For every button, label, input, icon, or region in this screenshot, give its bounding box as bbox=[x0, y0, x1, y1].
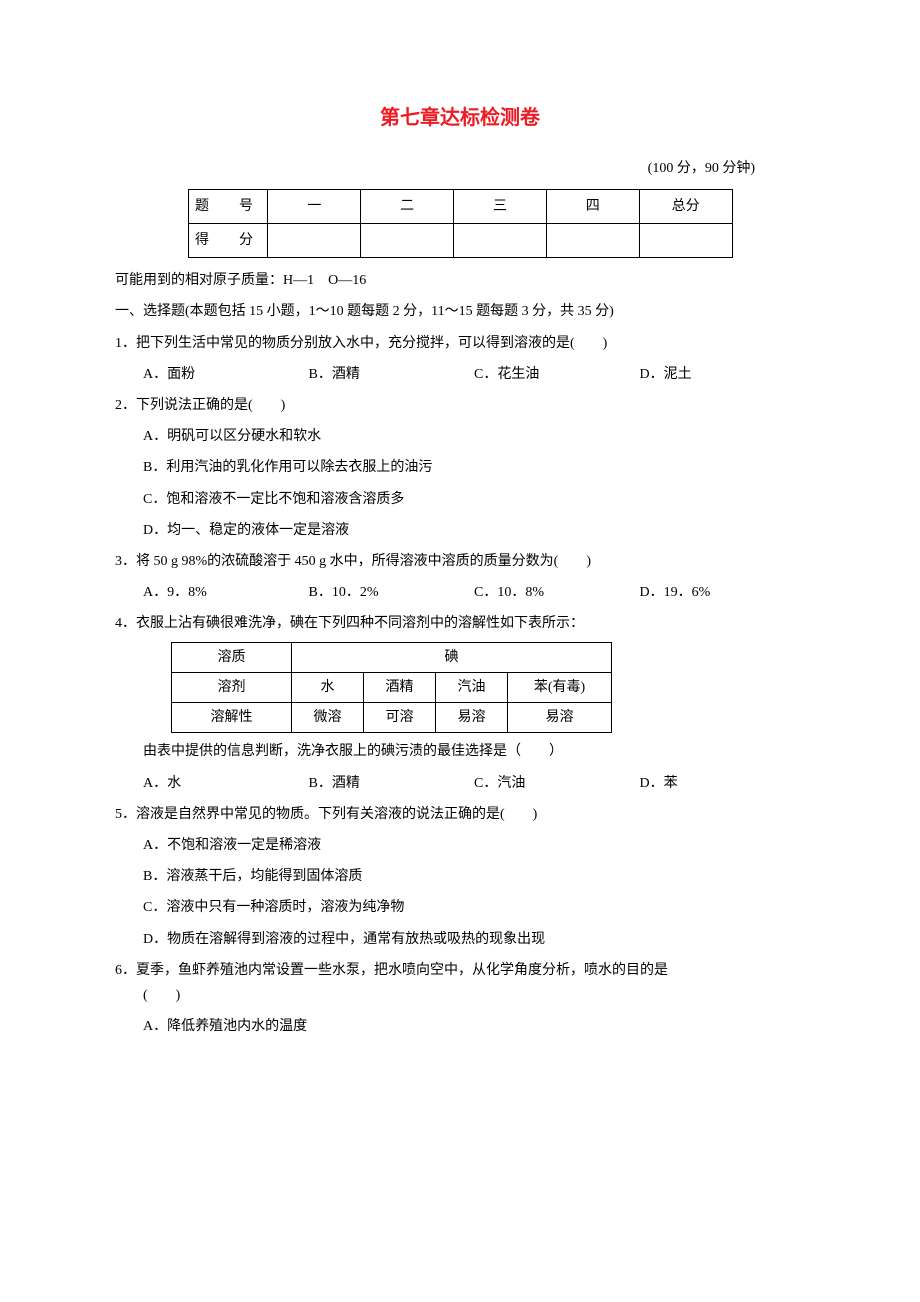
option-a: A．不饱和溶液一定是稀溶液 bbox=[115, 833, 805, 858]
cell bbox=[454, 224, 547, 258]
question-3: 3．将 50 g 98%的浓硫酸溶于 450 g 水中，所得溶液中溶质的质量分数… bbox=[115, 549, 805, 605]
question-4: 4．衣服上沾有碘很难洗净，碘在下列四种不同溶剂中的溶解性如下表所示： 溶质 碘 … bbox=[115, 611, 805, 796]
section-1-header: 一、选择题(本题包括 15 小题，1～10 题每题 2 分，11～15 题每题 … bbox=[115, 299, 805, 324]
option-c: C．汽油 bbox=[474, 771, 640, 796]
cell: 酒精 bbox=[364, 673, 436, 703]
table-row: 得 分 bbox=[188, 224, 732, 258]
table-row: 溶质 碘 bbox=[172, 643, 612, 673]
solubility-table: 溶质 碘 溶剂 水 酒精 汽油 苯(有毒) 溶解性 微溶 可溶 易溶 易溶 bbox=[171, 642, 612, 733]
cell: 三 bbox=[454, 190, 547, 224]
cell: 总分 bbox=[639, 190, 732, 224]
question-text: 2．下列说法正确的是( ) bbox=[115, 393, 805, 418]
options-row: A．9．8% B．10．2% C．10．8% D．19．6% bbox=[115, 580, 805, 605]
page-title: 第七章达标检测卷 bbox=[115, 100, 805, 136]
table-row: 溶剂 水 酒精 汽油 苯(有毒) bbox=[172, 673, 612, 703]
cell: 汽油 bbox=[436, 673, 508, 703]
option-b: B．利用汽油的乳化作用可以除去衣服上的油污 bbox=[115, 455, 805, 480]
option-b: B．10．2% bbox=[309, 580, 475, 605]
cell bbox=[639, 224, 732, 258]
question-2: 2．下列说法正确的是( ) A．明矾可以区分硬水和软水 B．利用汽油的乳化作用可… bbox=[115, 393, 805, 543]
cell-label: 得 分 bbox=[188, 224, 268, 258]
option-d: D．19．6% bbox=[640, 580, 806, 605]
option-c: C．溶液中只有一种溶质时，溶液为纯净物 bbox=[115, 895, 805, 920]
option-c: C．花生油 bbox=[474, 362, 640, 387]
cell: 溶剂 bbox=[172, 673, 292, 703]
cell: 苯(有毒) bbox=[508, 673, 612, 703]
cell: 溶质 bbox=[172, 643, 292, 673]
question-6: 6．夏季，鱼虾养殖池内常设置一些水泵，把水喷向空中，从化学角度分析，喷水的目的是… bbox=[115, 958, 805, 1040]
option-d: D．泥土 bbox=[640, 362, 806, 387]
cell: 碘 bbox=[292, 643, 612, 673]
question-text: 6．夏季，鱼虾养殖池内常设置一些水泵，把水喷向空中，从化学角度分析，喷水的目的是 bbox=[115, 958, 805, 983]
question-text: 1．把下列生活中常见的物质分别放入水中，充分搅拌，可以得到溶液的是( ) bbox=[115, 331, 805, 356]
exam-meta: (100 分，90 分钟) bbox=[115, 156, 805, 181]
option-c: C．10．8% bbox=[474, 580, 640, 605]
cell: 易溶 bbox=[508, 703, 612, 733]
question-text: 4．衣服上沾有碘很难洗净，碘在下列四种不同溶剂中的溶解性如下表所示： bbox=[115, 611, 805, 636]
option-c: C．饱和溶液不一定比不饱和溶液含溶质多 bbox=[115, 487, 805, 512]
cell-label: 题 号 bbox=[188, 190, 268, 224]
option-a: A．水 bbox=[143, 771, 309, 796]
cell: 易溶 bbox=[436, 703, 508, 733]
option-d: D．物质在溶解得到溶液的过程中，通常有放热或吸热的现象出现 bbox=[115, 927, 805, 952]
cell: 二 bbox=[361, 190, 454, 224]
table-row: 溶解性 微溶 可溶 易溶 易溶 bbox=[172, 703, 612, 733]
table-row: 题 号 一 二 三 四 总分 bbox=[188, 190, 732, 224]
cell: 水 bbox=[292, 673, 364, 703]
atomic-mass-note: 可能用到的相对原子质量：H—1 O—16 bbox=[115, 268, 805, 293]
score-table: 题 号 一 二 三 四 总分 得 分 bbox=[188, 189, 733, 258]
question-5: 5．溶液是自然界中常见的物质。下列有关溶液的说法正确的是( ) A．不饱和溶液一… bbox=[115, 802, 805, 952]
question-text: 5．溶液是自然界中常见的物质。下列有关溶液的说法正确的是( ) bbox=[115, 802, 805, 827]
option-a: A．明矾可以区分硬水和软水 bbox=[115, 424, 805, 449]
question-subtext: 由表中提供的信息判断，洗净衣服上的碘污渍的最佳选择是（ ） bbox=[115, 739, 805, 764]
option-a: A．面粉 bbox=[143, 362, 309, 387]
options-row: A．水 B．酒精 C．汽油 D．苯 bbox=[115, 771, 805, 796]
option-b: B．溶液蒸干后，均能得到固体溶质 bbox=[115, 864, 805, 889]
options-row: A．面粉 B．酒精 C．花生油 D．泥土 bbox=[115, 362, 805, 387]
cell bbox=[268, 224, 361, 258]
cell: 微溶 bbox=[292, 703, 364, 733]
cell: 可溶 bbox=[364, 703, 436, 733]
option-d: D．均一、稳定的液体一定是溶液 bbox=[115, 518, 805, 543]
question-paren: ( ) bbox=[115, 983, 805, 1008]
cell: 四 bbox=[546, 190, 639, 224]
option-b: B．酒精 bbox=[309, 362, 475, 387]
cell bbox=[546, 224, 639, 258]
option-b: B．酒精 bbox=[309, 771, 475, 796]
cell: 溶解性 bbox=[172, 703, 292, 733]
cell: 一 bbox=[268, 190, 361, 224]
question-1: 1．把下列生活中常见的物质分别放入水中，充分搅拌，可以得到溶液的是( ) A．面… bbox=[115, 331, 805, 387]
option-a: A．9．8% bbox=[143, 580, 309, 605]
cell bbox=[361, 224, 454, 258]
question-text: 3．将 50 g 98%的浓硫酸溶于 450 g 水中，所得溶液中溶质的质量分数… bbox=[115, 549, 805, 574]
option-d: D．苯 bbox=[640, 771, 806, 796]
option-a: A．降低养殖池内水的温度 bbox=[115, 1014, 805, 1039]
